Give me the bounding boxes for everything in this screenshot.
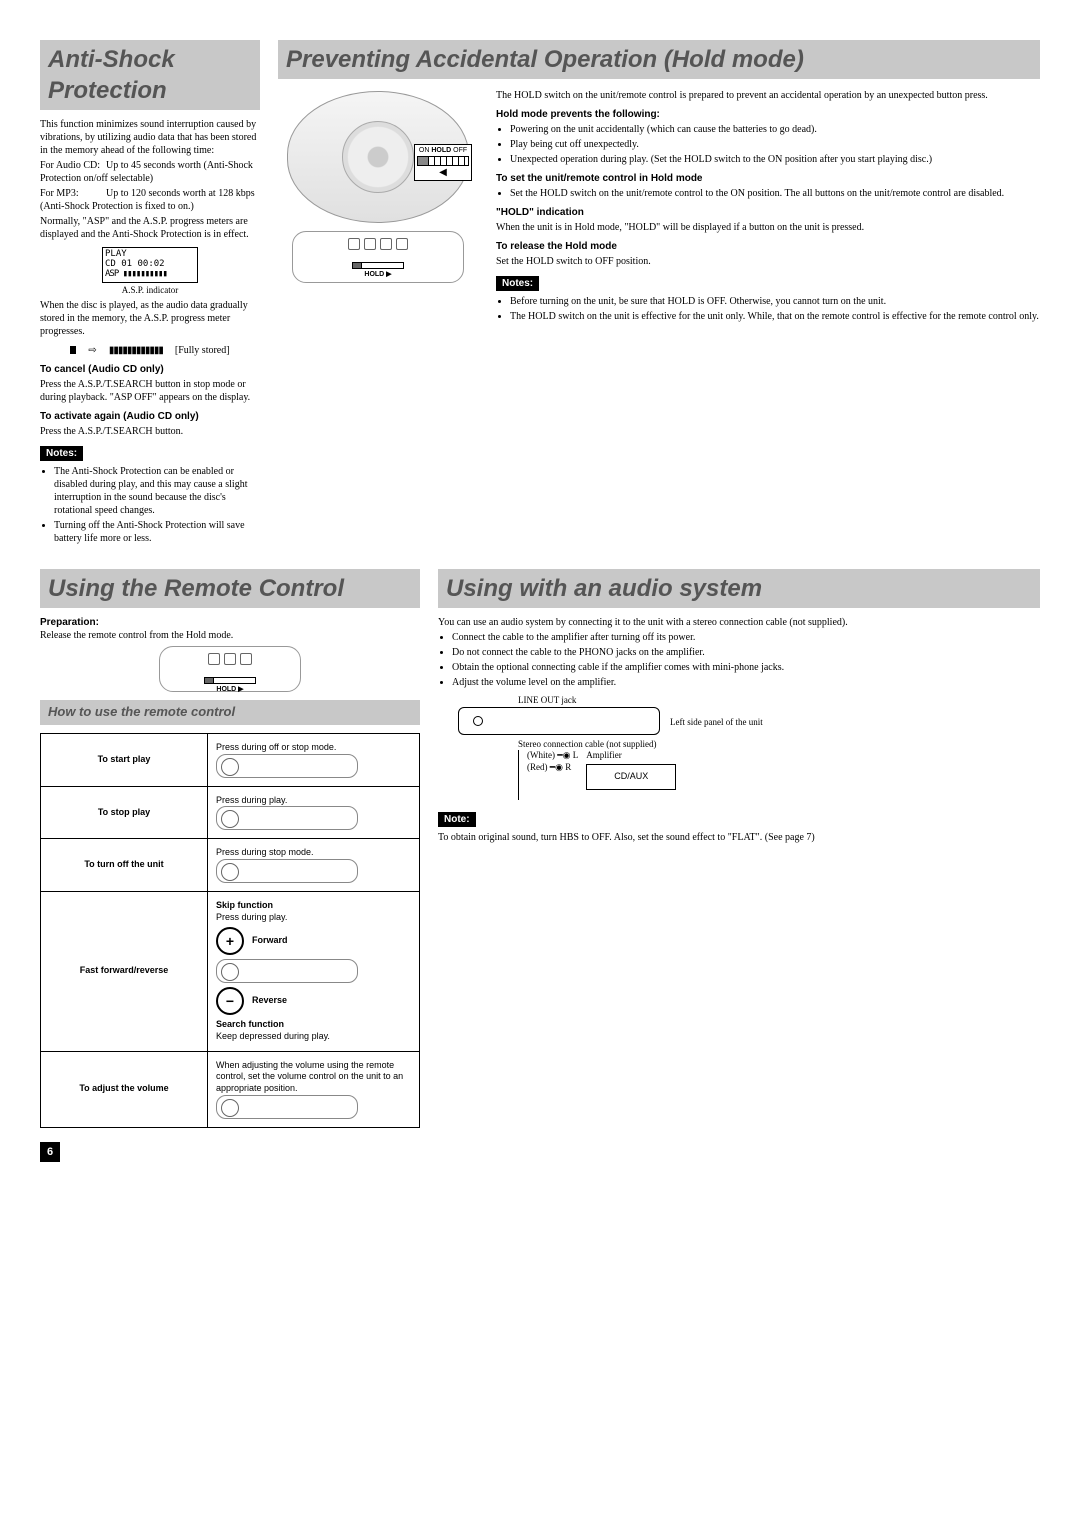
holdind-heading: "HOLD" indication (496, 206, 1040, 219)
red-label: (Red) (527, 762, 548, 772)
amp-box: CD/AUX (586, 764, 676, 790)
s1-stored: When the disc is played, as the audio da… (40, 299, 260, 338)
mini-remote-icon (216, 806, 358, 830)
search-h: Search function (216, 1019, 284, 1029)
mini-remote-icon (216, 959, 358, 983)
set-heading: To set the unit/remote control in Hold m… (496, 172, 1040, 185)
mini-remote-icon (216, 1095, 358, 1119)
rev-label: Reverse (252, 995, 287, 1007)
lcd-display: PLAY CD 01 00:02 ASP ▮▮▮▮▮▮▮▮▮▮ (102, 247, 198, 283)
s4-b3: Obtain the optional connecting cable if … (452, 661, 1040, 674)
l-label: L (573, 750, 579, 760)
fully-stored: [Fully stored] (175, 344, 230, 357)
unit-side-panel (458, 707, 660, 735)
hold-switch-callout: ON HOLD OFF ◀ (414, 144, 472, 181)
remote-illustration: HOLD ▶ (292, 231, 464, 283)
release-heading: To release the Hold mode (496, 240, 1040, 253)
s4-intro: You can use an audio system by connectin… (438, 616, 1040, 629)
prevents-list: Powering on the unit accidentally (which… (496, 123, 1040, 166)
plus-icon: + (216, 927, 244, 955)
remote-hold-label: HOLD ▶ (364, 271, 391, 278)
s1-note1: The Anti-Shock Protection can be enabled… (54, 465, 260, 517)
s4-b1: Connect the cable to the amplifier after… (452, 631, 1040, 644)
prep-text: Release the remote control from the Hold… (40, 630, 233, 641)
row-ffr-label: Fast forward/reverse (41, 891, 208, 1051)
prevents-2: Play being cut off unexpectedly. (510, 138, 1040, 151)
cable-label: Stereo connection cable (not supplied) (518, 739, 1020, 751)
s1-audiocd-label: For Audio CD: (40, 159, 106, 172)
r-label: R (565, 762, 571, 772)
s4-note-text: To obtain original sound, turn HBS to OF… (438, 831, 1040, 844)
prep: Preparation: Release the remote control f… (40, 616, 420, 642)
remote-illustration-2: HOLD ▶ (159, 646, 301, 692)
remote-title: Using the Remote Control (40, 569, 420, 608)
skip-text: Press during play. (216, 912, 287, 922)
row-off-text: Press during stop mode. (216, 847, 314, 857)
cd-player-illustration: ON HOLD OFF ◀ (287, 91, 469, 223)
s4-note-label: Note: (438, 812, 476, 827)
s2-notes-label: Notes: (496, 276, 539, 291)
audio-title: Using with an audio system (438, 569, 1040, 608)
cancel-text: Press the A.S.P./T.SEARCH button in stop… (40, 378, 260, 404)
set-list: Set the HOLD switch on the unit/remote c… (496, 187, 1040, 200)
release-text: Set the HOLD switch to OFF position. (496, 255, 1040, 268)
prevents-3: Unexpected operation during play. (Set t… (510, 153, 1040, 166)
s2-note2: The HOLD switch on the unit is effective… (510, 310, 1040, 323)
activate-text: Press the A.S.P./T.SEARCH button. (40, 425, 260, 438)
anti-shock-title: Anti-Shock Protection (40, 40, 260, 110)
set-1: Set the HOLD switch on the unit/remote c… (510, 187, 1040, 200)
row-start-label: To start play (41, 733, 208, 786)
lcd-line3: ASP ▮▮▮▮▮▮▮▮▮▮ (105, 270, 195, 280)
white-label: (White) (527, 750, 555, 760)
s1-intro: This function minimizes sound interrupti… (40, 118, 260, 157)
s1-note2: Turning off the Anti-Shock Protection wi… (54, 519, 260, 545)
minus-icon: − (216, 987, 244, 1015)
row-start-cell: Press during off or stop mode. (208, 733, 420, 786)
prevents-1: Powering on the unit accidentally (which… (510, 123, 1040, 136)
s1-normally: Normally, "ASP" and the A.S.P. progress … (40, 215, 260, 241)
row-ffr-cell: Skip function Press during play. + Forwa… (208, 891, 420, 1051)
prevents-heading: Hold mode prevents the following: (496, 108, 1040, 121)
cancel-heading: To cancel (Audio CD only) (40, 363, 260, 376)
howto-heading: How to use the remote control (40, 700, 420, 725)
activate-heading: To activate again (Audio CD only) (40, 410, 260, 423)
mini-remote-icon (216, 754, 358, 778)
notes-label: Notes: (40, 446, 83, 461)
s4-b4: Adjust the volume level on the amplifier… (452, 676, 1040, 689)
s1-audiocd: For Audio CD:Up to 45 seconds worth (Ant… (40, 159, 260, 185)
row-start-text: Press during off or stop mode. (216, 742, 336, 752)
row-off-label: To turn off the unit (41, 839, 208, 892)
row-stop-label: To stop play (41, 786, 208, 839)
lineout-label: LINE OUT jack (518, 695, 1020, 707)
prep-h: Preparation: (40, 617, 99, 628)
fwd-label: Forward (252, 935, 288, 947)
row-off-cell: Press during stop mode. (208, 839, 420, 892)
s4-bullets: Connect the cable to the amplifier after… (438, 631, 1040, 689)
s1-mp3-label: For MP3: (40, 187, 106, 200)
s2-intro: The HOLD switch on the unit/remote contr… (496, 89, 1040, 102)
row-vol-cell: When adjusting the volume using the remo… (208, 1051, 420, 1127)
asp-indicator-caption: A.S.P. indicator (40, 285, 260, 297)
s2-note1: Before turning on the unit, be sure that… (510, 295, 1040, 308)
hold-title: Preventing Accidental Operation (Hold mo… (278, 40, 1040, 79)
row-vol-label: To adjust the volume (41, 1051, 208, 1127)
row-vol-text: When adjusting the volume using the remo… (216, 1060, 403, 1093)
skip-h: Skip function (216, 900, 273, 910)
leftside-label: Left side panel of the unit (670, 717, 763, 729)
progress-arrow: ⇨ ▮▮▮▮▮▮▮▮▮▮▮▮ [Fully stored] (40, 344, 260, 357)
connection-diagram: LINE OUT jack Left side panel of the uni… (458, 695, 1020, 800)
search-text: Keep depressed during play. (216, 1031, 330, 1041)
s2-notes: Before turning on the unit, be sure that… (496, 295, 1040, 323)
s1-notes: The Anti-Shock Protection can be enabled… (40, 465, 260, 545)
remote-hold-label-2: HOLD ▶ (216, 686, 243, 693)
amp-label: Amplifier (586, 750, 676, 762)
page-number: 6 (40, 1142, 60, 1162)
row-stop-text: Press during play. (216, 795, 287, 805)
mini-remote-icon (216, 859, 358, 883)
remote-table: To start play Press during off or stop m… (40, 733, 420, 1128)
holdind-text: When the unit is in Hold mode, "HOLD" wi… (496, 221, 1040, 234)
row-stop-cell: Press during play. (208, 786, 420, 839)
s1-mp3: For MP3:Up to 120 seconds worth at 128 k… (40, 187, 260, 213)
s4-b2: Do not connect the cable to the PHONO ja… (452, 646, 1040, 659)
